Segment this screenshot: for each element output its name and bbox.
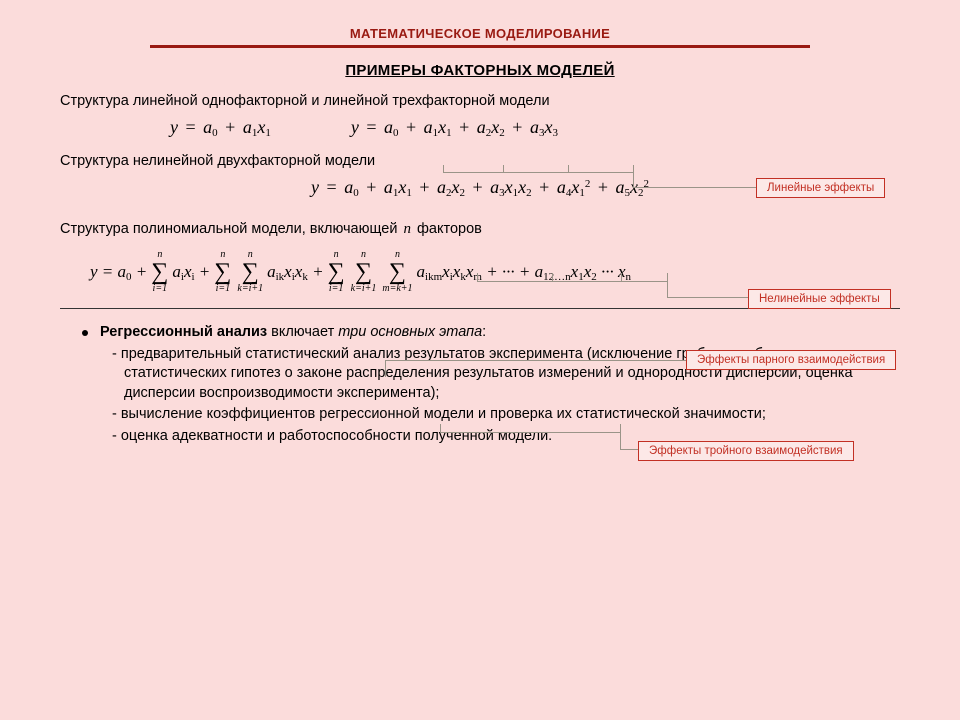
text-linear-models: Структура линейной однофакторной и линей… (60, 93, 900, 109)
conn-nl-h (477, 281, 667, 282)
conn-tr-h (440, 432, 620, 433)
poly-n: n (401, 221, 413, 237)
poly-text-b: факторов (413, 221, 482, 237)
conn-linear-h (443, 172, 633, 173)
conn-tr-drop (620, 432, 638, 450)
text-polynomial-model: Структура полиномиальной модели, включаю… (60, 221, 900, 238)
conn-linear-drop (633, 172, 756, 188)
header-rule (150, 45, 810, 48)
conn-pair-h (385, 360, 686, 361)
bullet-dot (82, 330, 88, 336)
conn-pair-v (385, 360, 386, 377)
section-title: ПРИМЕРЫ ФАКТОРНЫХ МОДЕЛЕЙ (60, 62, 900, 79)
text-nonlinear-model: Структура нелинейной двухфакторной модел… (60, 153, 900, 169)
badge-nonlinear-effects: Нелинейные эффекты (748, 289, 891, 309)
conn-nl-v2 (552, 273, 553, 281)
regression-bold: Регрессионный анализ (100, 324, 267, 340)
conn-nl-drop (667, 281, 748, 298)
conn-linear-v1 (443, 165, 444, 172)
conn-linear-v4 (633, 165, 634, 172)
conn-linear-v3 (568, 165, 569, 172)
regression-step-2: - вычисление коэффициентов регрессионной… (100, 405, 900, 425)
regression-italic: три основных этапа (338, 324, 482, 340)
badge-triple-effects: Эффекты тройного взаимодействия (638, 441, 854, 461)
conn-tr-v1 (440, 424, 441, 432)
formula-linear: y = a0 + a1x1 y = a0 + a1x1 + a2x2 + a3x… (60, 117, 900, 139)
conn-nl-v3 (621, 273, 622, 281)
badge-linear-effects: Линейные эффекты (756, 178, 885, 198)
conn-linear-v2 (503, 165, 504, 172)
formula-polynomial: y = a0 + n∑i=1 aixi + n∑i=1 n∑k=i+1 aikx… (60, 250, 900, 294)
conn-nl-v4 (667, 273, 668, 281)
header-title: МАТЕМАТИЧЕСКОЕ МОДЕЛИРОВАНИЕ (60, 26, 900, 41)
conn-nl-v1 (477, 273, 478, 281)
poly-text-a: Структура полиномиальной модели, включаю… (60, 221, 401, 237)
regression-block: Регрессионный анализ включает три основн… (60, 323, 900, 446)
conn-tr-v2 (620, 424, 621, 432)
regression-lead: Регрессионный анализ включает три основн… (100, 323, 900, 343)
badge-pair-effects: Эффекты парного взаимодействия (686, 350, 896, 370)
